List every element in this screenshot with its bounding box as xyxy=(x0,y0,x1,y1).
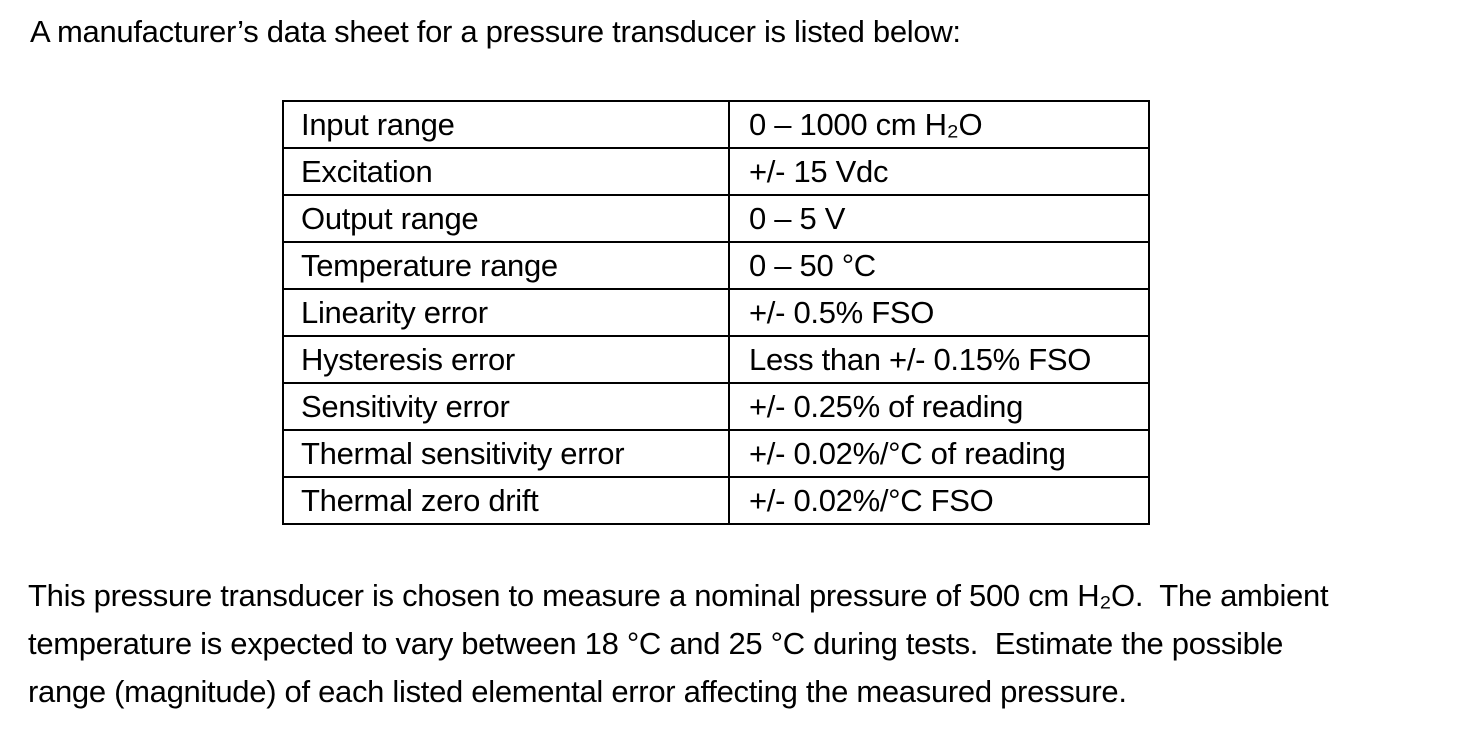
table-row: Temperature range 0 – 50 °C xyxy=(282,241,1150,290)
table-row: Input range 0 – 1000 cm H₂O xyxy=(282,100,1150,149)
spec-label-input-range: Input range xyxy=(282,100,730,149)
spec-value-sensitivity-error: +/- 0.25% of reading xyxy=(728,382,1150,431)
spec-label-thermal-zero-drift: Thermal zero drift xyxy=(282,476,730,525)
table-row: Excitation +/- 15 Vdc xyxy=(282,147,1150,196)
spec-label-output-range: Output range xyxy=(282,194,730,243)
spec-label-sensitivity-error: Sensitivity error xyxy=(282,382,730,431)
spec-label-hysteresis-error: Hysteresis error xyxy=(282,335,730,384)
spec-table-body: Input range 0 – 1000 cm H₂O Excitation +… xyxy=(282,100,1150,525)
spec-value-input-range: 0 – 1000 cm H₂O xyxy=(728,100,1150,149)
spec-value-linearity-error: +/- 0.5% FSO xyxy=(728,288,1150,337)
spec-value-thermal-zero-drift: +/- 0.02%/°C FSO xyxy=(728,476,1150,525)
problem-statement: This pressure transducer is chosen to me… xyxy=(28,572,1329,716)
table-row: Thermal zero drift +/- 0.02%/°C FSO xyxy=(282,476,1150,525)
problem-statement-line: This pressure transducer is chosen to me… xyxy=(28,578,1329,613)
spec-value-output-range: 0 – 5 V xyxy=(728,194,1150,243)
problem-statement-line: temperature is expected to vary between … xyxy=(28,626,1284,661)
spec-label-excitation: Excitation xyxy=(282,147,730,196)
table-row: Output range 0 – 5 V xyxy=(282,194,1150,243)
table-row: Thermal sensitivity error +/- 0.02%/°C o… xyxy=(282,429,1150,478)
problem-intro-text: A manufacturer’s data sheet for a pressu… xyxy=(30,14,961,49)
spec-value-temperature-range: 0 – 50 °C xyxy=(728,241,1150,290)
spec-value-thermal-sensitivity-error: +/- 0.02%/°C of reading xyxy=(728,429,1150,478)
spec-label-temperature-range: Temperature range xyxy=(282,241,730,290)
table-row: Sensitivity error +/- 0.25% of reading xyxy=(282,382,1150,431)
problem-statement-line: range (magnitude) of each listed element… xyxy=(28,674,1127,709)
table-row: Hysteresis error Less than +/- 0.15% FSO xyxy=(282,335,1150,384)
spec-value-hysteresis-error: Less than +/- 0.15% FSO xyxy=(728,335,1150,384)
spec-label-thermal-sensitivity-error: Thermal sensitivity error xyxy=(282,429,730,478)
spec-label-linearity-error: Linearity error xyxy=(282,288,730,337)
spec-value-excitation: +/- 15 Vdc xyxy=(728,147,1150,196)
spec-table: Input range 0 – 1000 cm H₂O Excitation +… xyxy=(282,100,1150,525)
table-row: Linearity error +/- 0.5% FSO xyxy=(282,288,1150,337)
